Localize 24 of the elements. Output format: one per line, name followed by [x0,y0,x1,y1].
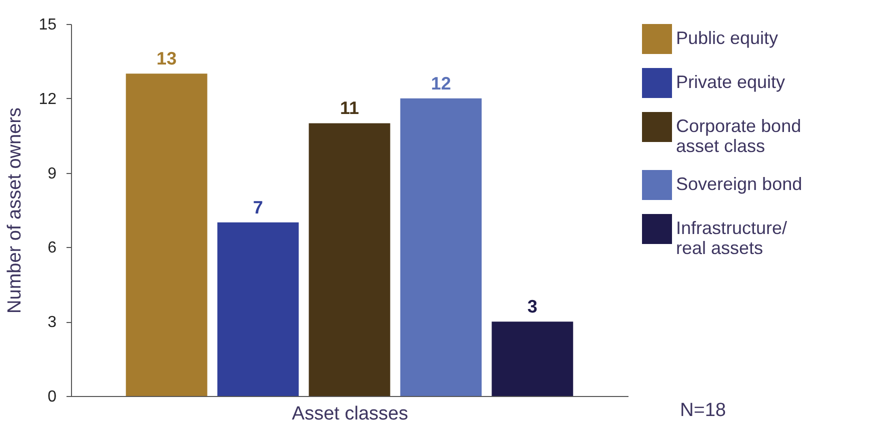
bar [492,322,574,396]
y-tick-label: 9 [48,165,57,182]
legend-label: Corporate bond asset class [676,116,802,156]
bar [400,98,482,396]
y-axis-title: Number of asset owners [4,108,26,314]
data-label: 7 [253,197,264,218]
x-axis-title: Asset classes [292,404,408,424]
y-tick-label: 15 [38,16,57,34]
data-label: 11 [340,98,360,118]
legend-label: Sovereign bond [676,174,802,194]
data-label: 12 [430,73,451,94]
legend-label: Private equity [676,72,786,92]
data-label: 13 [156,48,177,69]
bar [308,123,390,396]
legend-label: Infrastructure/ real assets [676,218,788,258]
y-tick-label: 3 [48,314,57,332]
bar [217,222,299,396]
y-tick-label: 12 [38,90,57,108]
legend-label: Public equity [676,28,778,48]
data-label: 3 [527,296,538,317]
y-tick-label: 0 [48,388,57,406]
text: N=18 [680,400,726,422]
bar [126,74,208,396]
y-tick-label: 6 [48,240,57,257]
